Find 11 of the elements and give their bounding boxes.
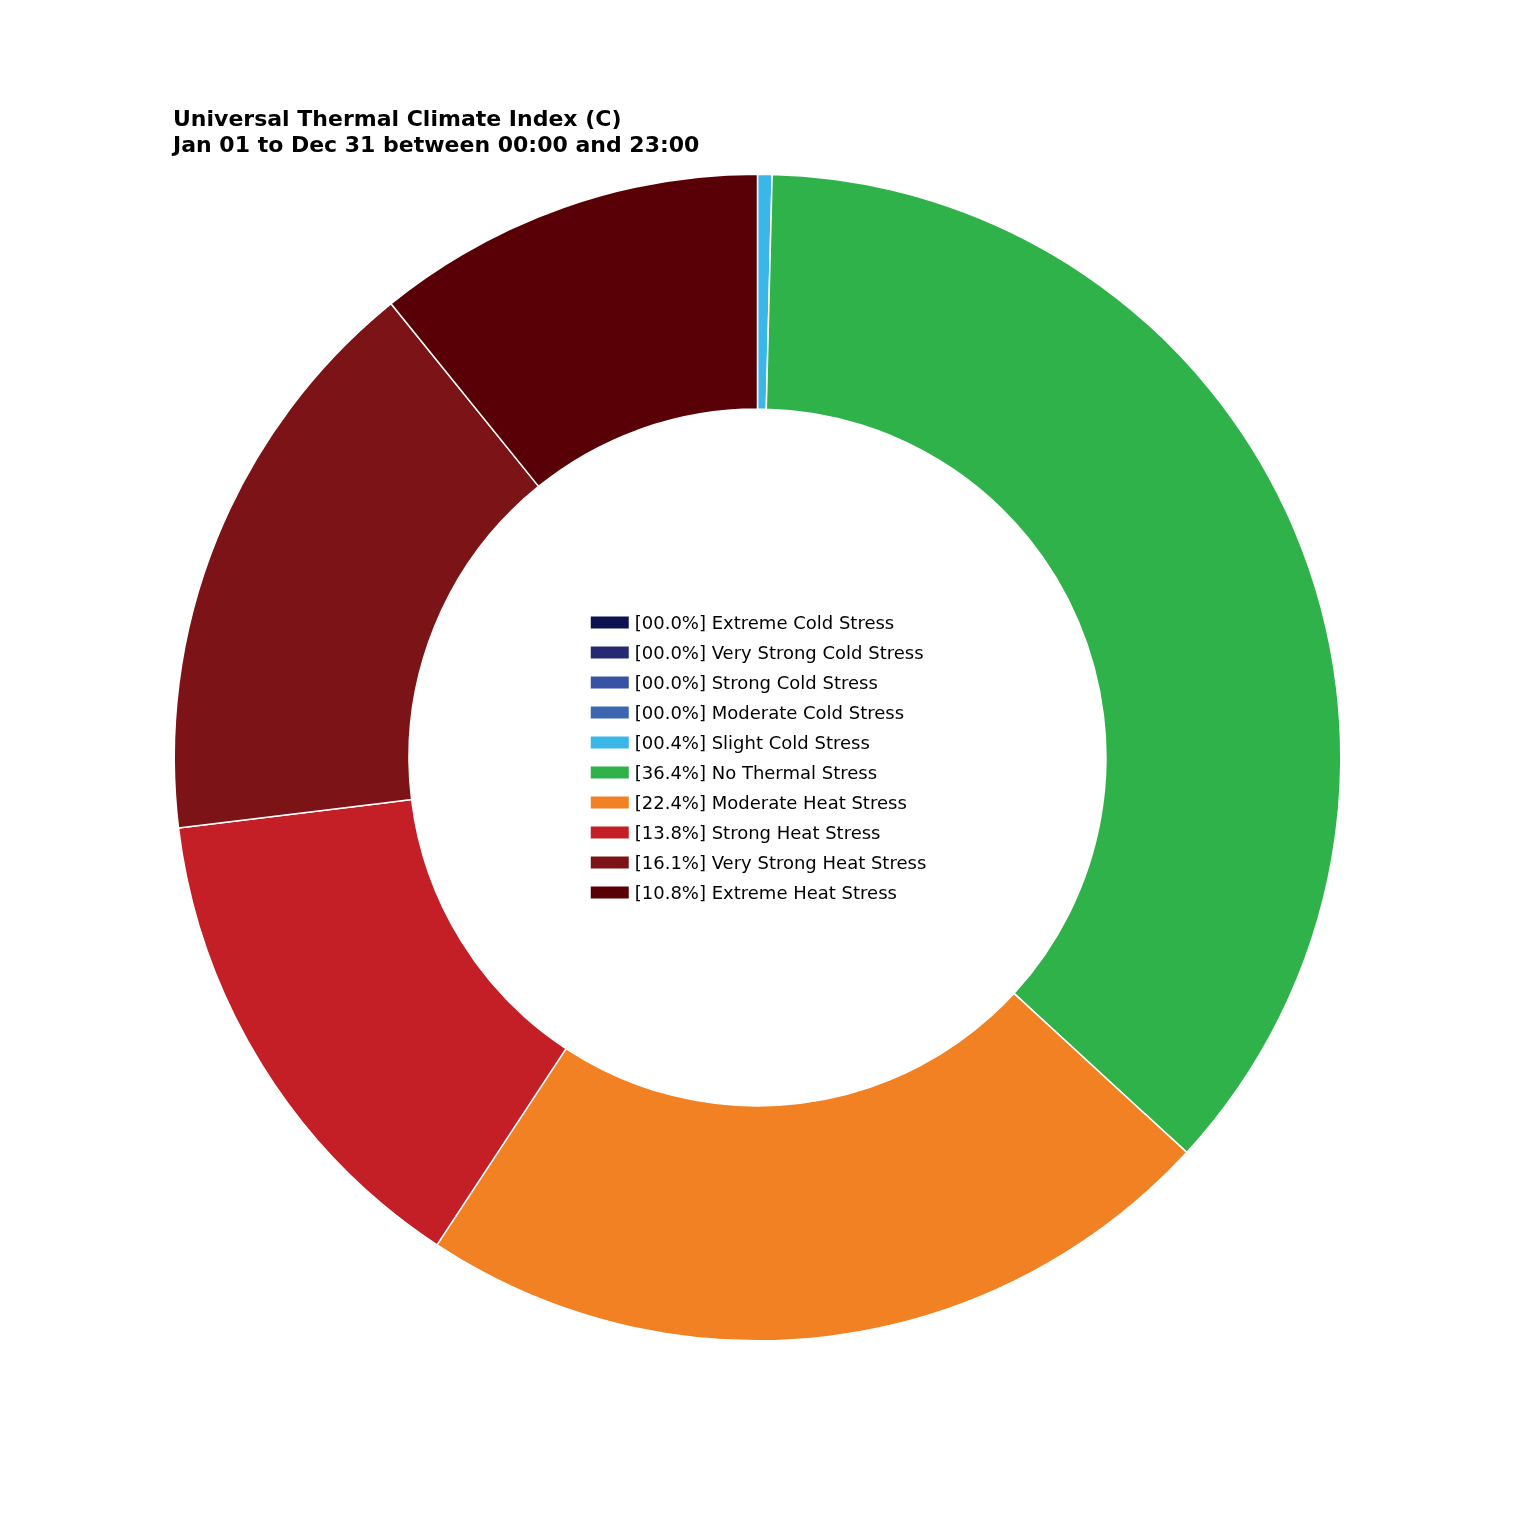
legend-label: [22.4%] Moderate Heat Stress (634, 792, 907, 813)
legend-label: [00.0%] Strong Cold Stress (634, 672, 878, 693)
legend-label: [00.0%] Moderate Cold Stress (634, 702, 905, 723)
legend-label: [00.0%] Extreme Cold Stress (634, 612, 895, 633)
chart-title: Universal Thermal Climate Index (C) Jan 01 to Dec 31 between 00:00 and 23:00 (171, 105, 700, 157)
legend-label: [00.4%] Slight Cold Stress (634, 732, 870, 753)
legend-label: [16.1%] Very Strong Heat Stress (634, 852, 927, 873)
legend-label: [36.4%] No Thermal Stress (634, 762, 878, 783)
legend-label: [10.8%] Extreme Heat Stress (634, 882, 897, 903)
legend-label: [00.0%] Very Strong Cold Stress (634, 642, 924, 663)
legend-label: [13.8%] Strong Heat Stress (634, 822, 881, 843)
